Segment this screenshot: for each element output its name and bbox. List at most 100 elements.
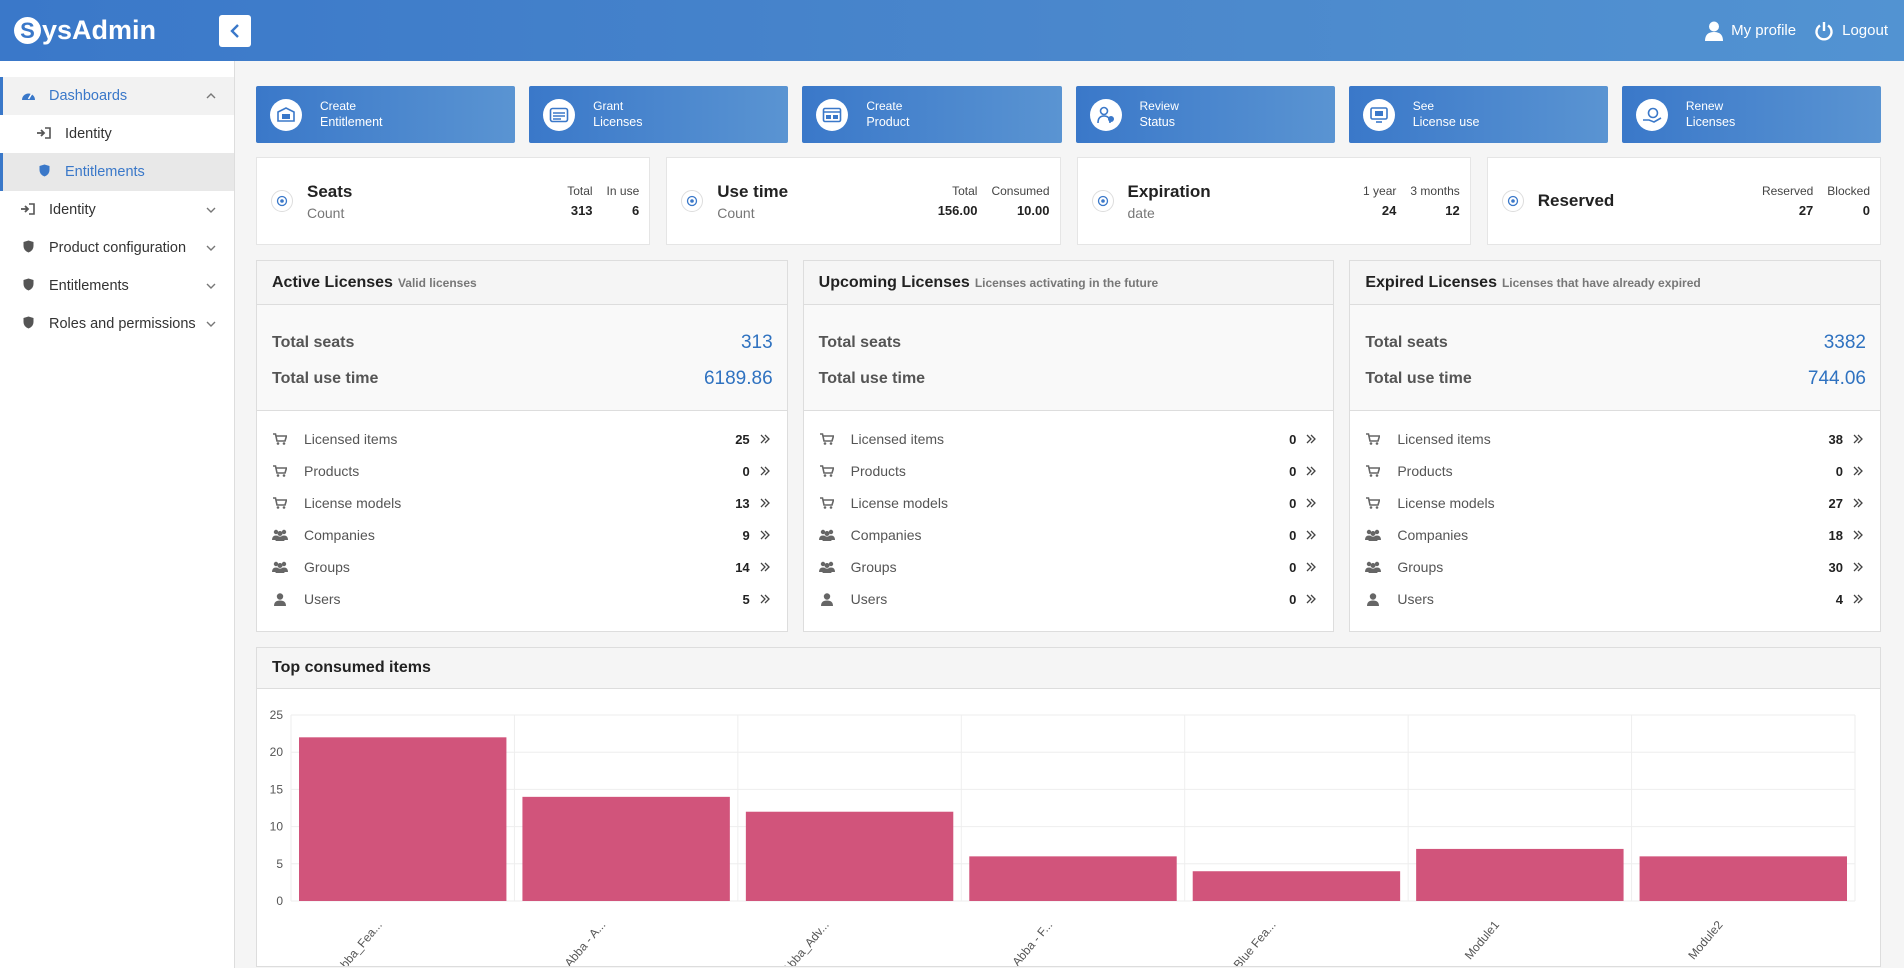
stat-title: Reserved	[1537, 191, 1615, 210]
quick-action-line2: License use	[1412, 115, 1480, 129]
double-chevron-right-icon	[1853, 592, 1865, 607]
create-entitlement-button[interactable]: Create Entitlement	[256, 86, 516, 143]
logout-label: Logout	[1842, 22, 1888, 39]
grant-licenses-button[interactable]: Grant Licenses	[529, 86, 789, 143]
see-license-use-button[interactable]: See License use	[1348, 86, 1608, 143]
row-label: Users	[304, 591, 341, 607]
expiration-stat-card: Expiration date 1 year 24 3 months 12	[1076, 157, 1471, 245]
sidebar-item-entitlements[interactable]: Entitlements	[0, 267, 234, 305]
sidebar-item-dashboards[interactable]: Dashboards	[0, 77, 234, 115]
license-models-row[interactable]: License models 13	[257, 487, 787, 519]
sidebar-item-label: Identity	[49, 202, 96, 218]
groups-row[interactable]: Groups 14	[257, 551, 787, 583]
panel-title: Upcoming Licenses	[818, 273, 970, 291]
sidebar-item-product-configuration[interactable]: Product configuration	[0, 229, 234, 267]
stat-col-label: Total	[567, 184, 593, 198]
groups-row[interactable]: Groups 30	[1350, 551, 1880, 583]
total-use-time-label: Total use time	[272, 370, 379, 387]
stat-badge-icon	[271, 190, 293, 212]
double-chevron-right-icon	[1853, 560, 1865, 575]
products-row[interactable]: Products 0	[257, 455, 787, 487]
products-row[interactable]: Products 0	[1350, 455, 1880, 487]
row-label: Companies	[850, 527, 922, 543]
row-count: 38	[1828, 431, 1844, 447]
chevron-up-icon	[206, 90, 216, 102]
sidebar-subitem-identity[interactable]: Identity	[0, 115, 234, 153]
total-seats-label: Total seats	[1365, 334, 1448, 351]
renew-licenses-button[interactable]: Renew Licenses	[1621, 86, 1882, 143]
sidebar: Dashboards Identity Entitlements Identit…	[0, 61, 235, 968]
row-count: 5	[742, 591, 750, 607]
shield-icon	[20, 278, 36, 294]
companies-row[interactable]: Companies 9	[257, 519, 787, 551]
license-models-row[interactable]: License models 0	[804, 487, 1334, 519]
license-monitor-icon	[1362, 98, 1395, 131]
sidebar-toggle-button[interactable]	[219, 15, 251, 47]
user-icon	[272, 592, 288, 606]
row-count: 0	[1289, 463, 1297, 479]
chart-bar[interactable]	[522, 796, 730, 901]
users-row[interactable]: Users 4	[1350, 583, 1880, 615]
review-status-button[interactable]: Review Status	[1075, 86, 1335, 143]
users-row[interactable]: Users 0	[804, 583, 1334, 615]
double-chevron-right-icon	[760, 432, 772, 447]
my-profile-link[interactable]: My profile	[1705, 21, 1796, 41]
stat-title: Seats	[307, 181, 353, 201]
row-label: Licensed items	[304, 431, 398, 447]
quick-actions: Create Entitlement Grant Licenses Create Pr…	[256, 86, 1882, 143]
chevron-down-icon	[206, 242, 216, 254]
row-label: Licensed items	[1397, 431, 1491, 447]
stat-title: Use time	[717, 181, 789, 201]
row-label: Products	[304, 463, 360, 479]
license-models-row[interactable]: License models 27	[1350, 487, 1880, 519]
groups-row[interactable]: Groups 0	[804, 551, 1334, 583]
cart-icon	[1365, 433, 1381, 445]
double-chevron-right-icon	[1306, 528, 1318, 543]
chart-bar[interactable]	[1416, 848, 1624, 901]
sidebar-subitem-entitlements[interactable]: Entitlements	[0, 153, 234, 191]
cart-icon	[819, 433, 835, 445]
products-row[interactable]: Products 0	[804, 455, 1334, 487]
dashboard-icon	[20, 89, 36, 104]
quick-action-line1: Grant	[593, 99, 624, 113]
users-row[interactable]: Users 5	[257, 583, 787, 615]
active-licenses-panel: Active Licenses Valid licenses Total seat…	[256, 260, 788, 632]
cart-icon	[819, 497, 835, 509]
top-consumed-items-chart: 0 5 10 15 20 25 Abba_Fea... Abba - A... Abba_Adv…	[270, 708, 1856, 968]
sidebar-item-identity[interactable]: Identity	[0, 191, 234, 229]
row-count: 13	[735, 495, 750, 511]
chart-bar[interactable]	[299, 737, 507, 901]
licensed-items-row[interactable]: Licensed items 38	[1350, 423, 1880, 455]
sidebar-item-roles-and-permissions[interactable]: Roles and permissions	[0, 305, 234, 343]
chart-bar[interactable]	[1639, 856, 1847, 901]
main-content: Create Entitlement Grant Licenses Create Pr…	[256, 86, 1882, 968]
stat-badge-icon	[1091, 190, 1114, 212]
shield-icon	[20, 316, 36, 332]
chart-bar[interactable]	[1192, 871, 1401, 901]
shield-icon	[36, 164, 52, 180]
sidebar-item-label: Dashboards	[49, 88, 128, 104]
use-time-stat-card: Use time Count Total 156.00 Consumed 10.00	[666, 157, 1061, 245]
x-tick-label: Module1	[1462, 918, 1503, 963]
user-icon	[1705, 21, 1724, 41]
row-count: 14	[735, 559, 750, 575]
users-group-icon	[272, 529, 288, 541]
chevron-down-icon	[206, 318, 216, 330]
row-count: 25	[735, 431, 750, 447]
row-label: License models	[1397, 495, 1495, 511]
create-product-button[interactable]: Create Product	[802, 86, 1062, 143]
seats-stat-card: Seats Count Total 313 In use 6	[256, 157, 651, 245]
chart-bar[interactable]	[745, 811, 954, 901]
license-card-icon	[543, 98, 576, 131]
licensed-items-row[interactable]: Licensed items 0	[804, 423, 1334, 455]
quick-action-line2: Product	[866, 115, 910, 129]
logout-link[interactable]: Logout	[1814, 21, 1888, 41]
companies-row[interactable]: Companies 18	[1350, 519, 1880, 551]
review-person-icon	[1089, 98, 1122, 131]
chart-bar[interactable]	[969, 856, 1177, 901]
row-count: 0	[1835, 463, 1844, 479]
licensed-items-row[interactable]: Licensed items 25	[257, 423, 787, 455]
header-actions: My profile Logout	[1705, 0, 1888, 61]
companies-row[interactable]: Companies 0	[804, 519, 1334, 551]
